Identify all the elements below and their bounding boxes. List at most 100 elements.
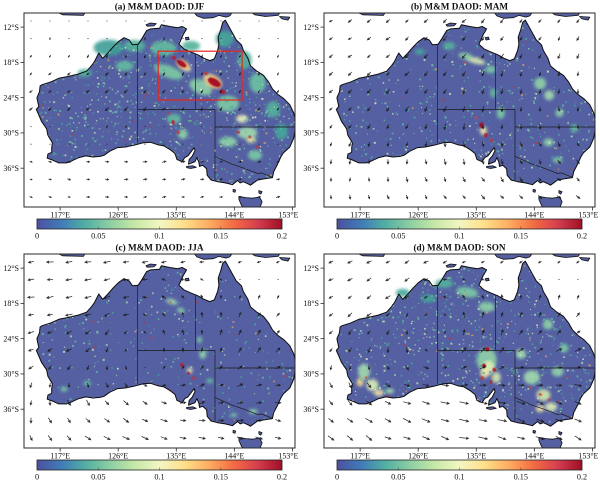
wind-arrow (48, 365, 52, 370)
wind-arrow (27, 313, 34, 317)
wind-arrow (557, 19, 561, 24)
wind-dot (220, 38, 222, 40)
wind-arrow (275, 383, 282, 387)
wind-dot (163, 126, 165, 128)
wind-arrow (238, 347, 242, 353)
wind-arrow (518, 348, 525, 352)
wind-arrow (45, 260, 54, 264)
wind-arrow (181, 295, 185, 299)
wind-arrow (347, 312, 353, 318)
landmass (279, 16, 290, 21)
wind-arrow (329, 194, 333, 200)
wind-arrow (141, 278, 148, 281)
wind-arrow (84, 260, 92, 264)
daod-hotspot (169, 301, 172, 304)
x-tick-label: 126°E (108, 211, 128, 220)
wind-arrow (66, 435, 72, 441)
coastline (238, 196, 263, 207)
wind-dot (144, 143, 146, 145)
colorbar-tick-label: 0 (335, 473, 339, 481)
wind-arrow (238, 196, 243, 198)
wind-arrow (161, 295, 167, 299)
wind-arrow (328, 418, 334, 423)
x-tick-label: 117°E (350, 211, 370, 220)
wind-arrow (575, 195, 581, 199)
wind-arrow (499, 365, 505, 370)
daod-wash (366, 379, 379, 392)
wind-arrow (481, 36, 485, 42)
wind-arrow (27, 260, 34, 264)
wind-arrow (481, 124, 485, 130)
daod-wash (545, 402, 558, 412)
wind-arrow (160, 260, 167, 264)
wind-arrow (443, 71, 447, 77)
y-tick-label: 24°S (3, 93, 19, 102)
wind-dot (144, 20, 146, 22)
wind-arrow (386, 124, 390, 130)
wind-arrow (347, 71, 352, 77)
wind-arrow (86, 72, 90, 76)
coastline (486, 406, 497, 410)
wind-arrow (348, 194, 352, 200)
wind-arrow (142, 295, 148, 299)
wind-arrow (258, 89, 260, 94)
wind-arrow (328, 37, 333, 41)
wind-arrow (103, 295, 111, 299)
wind-arrow (65, 296, 73, 299)
wind-arrow (462, 294, 466, 300)
wind-arrow (85, 418, 91, 423)
wind-arrow (481, 71, 485, 77)
wind-arrow (347, 107, 352, 111)
wind-arrow (538, 177, 542, 182)
wind-arrow (576, 312, 580, 317)
wind-arrow (500, 294, 504, 300)
wind-arrow (462, 329, 466, 336)
coastline (494, 13, 533, 19)
wind-dot (182, 143, 184, 145)
daod-wash (435, 278, 454, 288)
wind-arrow (199, 260, 205, 264)
wind-arrow (29, 196, 33, 198)
wind-arrow (141, 436, 149, 440)
coastline (186, 406, 197, 410)
wind-arrow (440, 401, 450, 405)
wind-arrow (347, 295, 352, 299)
daod-wash (60, 386, 68, 392)
daod-hotspot (187, 372, 190, 375)
wind-arrow (199, 383, 205, 387)
wind-arrow (179, 401, 187, 405)
wind-arrow (143, 89, 147, 94)
daod-wash (414, 48, 425, 55)
coastline (538, 437, 563, 448)
wind-arrow (67, 417, 71, 424)
wind-arrow (367, 159, 371, 165)
wind-arrow (67, 399, 71, 407)
wind-arrow (557, 53, 561, 60)
daod-wash (206, 378, 214, 384)
wind-arrow (200, 195, 205, 198)
y-tick-label: 24°S (303, 93, 319, 102)
wind-arrow (519, 89, 523, 95)
wind-dot (144, 349, 146, 351)
wind-arrow (480, 366, 487, 369)
wind-arrow (443, 177, 447, 183)
y-tick-label: 30°S (303, 370, 319, 379)
wind-arrow (329, 107, 333, 111)
panel-title: (b) M&M DAOD: MAM (411, 2, 509, 12)
wind-arrow (517, 418, 526, 423)
wind-arrow (328, 19, 333, 23)
wind-arrow (366, 71, 372, 77)
wind-arrow (405, 141, 409, 148)
wind-arrow (144, 37, 146, 41)
wind-arrow (481, 18, 485, 24)
wind-arrow (519, 311, 523, 318)
wind-arrow (367, 365, 371, 371)
colorbar-tick-label: 0 (335, 232, 339, 241)
wind-arrow (519, 195, 524, 199)
wind-arrow (385, 19, 390, 23)
wind-arrow (86, 365, 90, 371)
daod-wash (456, 286, 479, 298)
wind-arrow (557, 312, 561, 317)
wind-arrow (348, 159, 352, 165)
colorbar (336, 218, 583, 230)
